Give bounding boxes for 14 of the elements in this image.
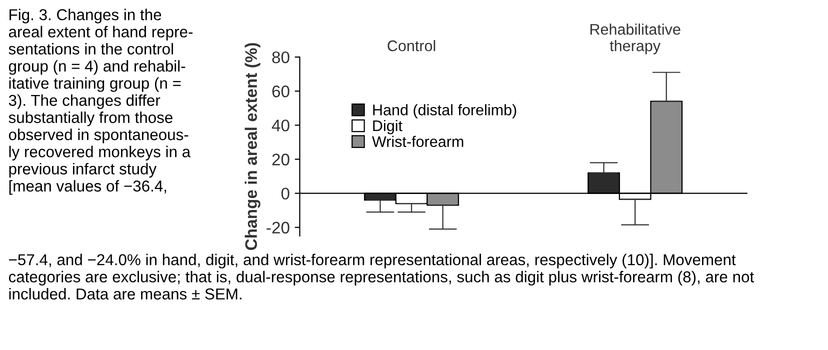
- y-tick-label: 80: [272, 51, 290, 64]
- y-tick-label: 20: [272, 154, 290, 166]
- y-tick-label: 0: [281, 188, 290, 200]
- y-tick-label: -20: [266, 222, 290, 234]
- y-tick-label: 60: [272, 86, 290, 98]
- legend-label: Wrist-forearm: [372, 136, 464, 148]
- legend-label: Hand (distal forelimb): [373, 104, 516, 118]
- x-tick-label: Control: [388, 40, 436, 52]
- y-tick-label: 40: [272, 120, 290, 132]
- text: −57.4, and −24.0% in hand, digit, and wrist-forearm representational areas, respectively (10)]. Movement categories are exclusive; that is, dual-response representations, such as digit plus wrist-forearm (8), are not included. Data are means ± SEM.: [8, 254, 754, 300]
- y-axis-title: Change in areal extent (%): [244, 43, 260, 250]
- text: Fig. 3. Changes in the areal extent of hand repre- sentations in the control group (n = 4) and rehabil- itative training group (n = 3). The changes differ substantially from those observed in spontaneous- ly recovered monkeys in a previous infarct study [mean values of −36.4,: [8, 8, 193, 195]
- legend-label: Digit: [373, 120, 402, 134]
- x-tick-label: Rehabilitative therapy: [590, 24, 680, 54]
